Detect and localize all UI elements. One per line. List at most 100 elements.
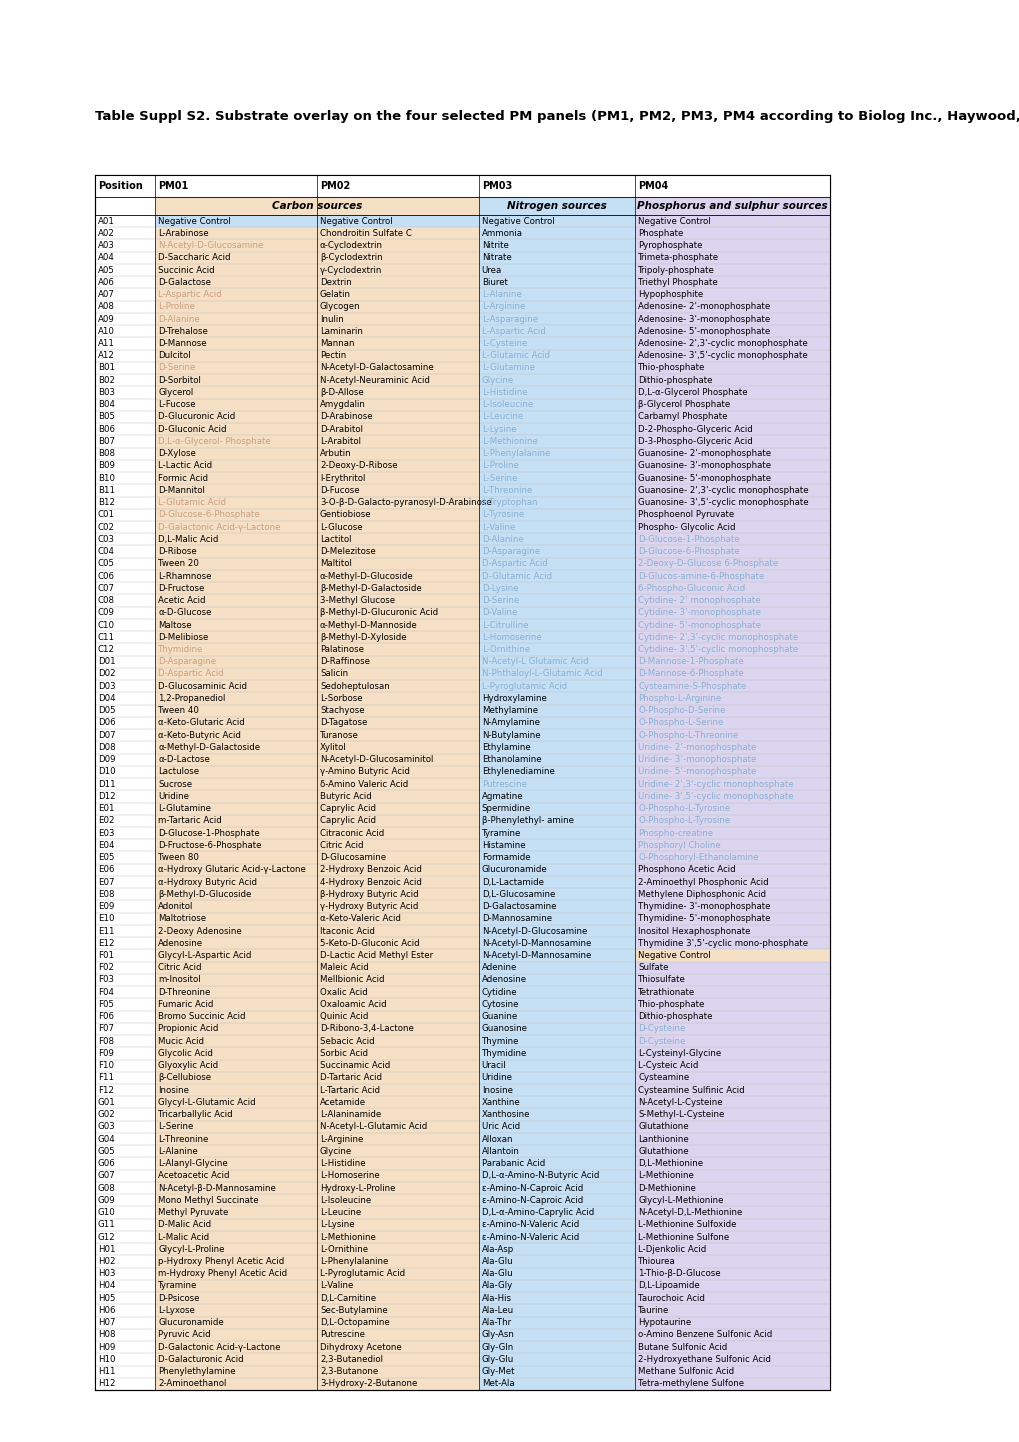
Bar — [635, 998, 829, 1011]
Bar — [478, 288, 635, 301]
Text: G04: G04 — [98, 1135, 115, 1144]
Text: Glycyl-L-Glutamic Acid: Glycyl-L-Glutamic Acid — [158, 1097, 256, 1107]
Text: Succinamic Acid: Succinamic Acid — [320, 1061, 390, 1070]
Text: H05: H05 — [98, 1293, 115, 1302]
Text: Dulcitol: Dulcitol — [158, 352, 191, 360]
Bar — [95, 496, 155, 509]
Text: B08: B08 — [98, 448, 115, 459]
Bar — [478, 779, 635, 790]
Text: β-Methyl-D-Galactoside: β-Methyl-D-Galactoside — [320, 584, 421, 593]
Bar — [155, 411, 317, 423]
Bar — [95, 913, 155, 924]
Bar — [95, 730, 155, 741]
Bar — [155, 301, 317, 313]
Text: β-Glycerol Phosphate: β-Glycerol Phosphate — [638, 401, 730, 410]
Text: D-3-Phospho-Glyceric Acid: D-3-Phospho-Glyceric Acid — [638, 437, 752, 446]
Text: L-Arginine: L-Arginine — [320, 1135, 363, 1144]
Bar — [635, 949, 829, 962]
Text: L-Methionine Sulfoxide: L-Methionine Sulfoxide — [638, 1220, 736, 1229]
Text: α-Methyl-D-Galactoside: α-Methyl-D-Galactoside — [158, 743, 260, 751]
Bar — [635, 973, 829, 986]
Text: A02: A02 — [98, 229, 115, 238]
Bar — [155, 815, 317, 826]
Text: G02: G02 — [98, 1110, 115, 1119]
Bar — [635, 460, 829, 472]
Text: Pyruvic Acid: Pyruvic Acid — [158, 1331, 211, 1340]
Text: Maltotriose: Maltotriose — [158, 914, 206, 923]
Bar — [478, 423, 635, 435]
Text: Triethyl Phosphate: Triethyl Phosphate — [638, 278, 717, 287]
Text: Cytidine- 3’-monophosphate: Cytidine- 3’-monophosphate — [638, 609, 760, 617]
Bar — [317, 1047, 478, 1060]
Text: Parabanic Acid: Parabanic Acid — [481, 1159, 544, 1168]
Text: Mellbionic Acid: Mellbionic Acid — [320, 975, 384, 985]
Bar — [478, 900, 635, 913]
Bar — [317, 937, 478, 949]
Text: m-Inositol: m-Inositol — [158, 975, 201, 985]
Text: Turanose: Turanose — [320, 731, 359, 740]
Bar — [155, 656, 317, 668]
Text: N-Acetyl-D,L-Methionine: N-Acetyl-D,L-Methionine — [638, 1208, 742, 1217]
Text: Ethanolamine: Ethanolamine — [481, 756, 541, 764]
Bar — [317, 1194, 478, 1207]
Bar — [478, 864, 635, 875]
Text: α-Hydroxy Glutaric Acid-γ-Lactone: α-Hydroxy Glutaric Acid-γ-Lactone — [158, 865, 306, 874]
Text: D-Glucuronic Acid: D-Glucuronic Acid — [158, 412, 235, 421]
Text: N-Phthaloyl-L-Glutamic Acid: N-Phthaloyl-L-Glutamic Acid — [481, 669, 601, 679]
Text: E01: E01 — [98, 805, 114, 813]
Bar — [635, 924, 829, 937]
Bar — [478, 386, 635, 398]
Bar — [478, 228, 635, 239]
Bar — [478, 1158, 635, 1169]
Text: L-Alanyl-Glycine: L-Alanyl-Glycine — [158, 1159, 228, 1168]
Bar — [635, 1011, 829, 1022]
Bar — [635, 705, 829, 717]
Bar — [95, 583, 155, 594]
Bar — [95, 1071, 155, 1084]
Bar — [155, 398, 317, 411]
Bar — [635, 1207, 829, 1218]
Bar — [635, 435, 829, 447]
Bar — [95, 288, 155, 301]
Text: D06: D06 — [98, 718, 115, 727]
Bar — [317, 913, 478, 924]
Bar — [635, 583, 829, 594]
Bar — [635, 545, 829, 558]
Bar — [478, 411, 635, 423]
Bar — [635, 619, 829, 632]
Text: L-Lysine: L-Lysine — [481, 425, 516, 434]
Bar — [155, 1353, 317, 1366]
Text: Oxalic Acid: Oxalic Acid — [320, 988, 368, 996]
Bar — [95, 1377, 155, 1390]
Text: D-Alanine: D-Alanine — [481, 535, 523, 544]
Bar — [478, 717, 635, 730]
Text: Guanosine- 3',5'-cyclic monophosphate: Guanosine- 3',5'-cyclic monophosphate — [638, 497, 808, 508]
Bar — [317, 570, 478, 583]
Text: L-Alanine: L-Alanine — [158, 1146, 198, 1156]
Text: Thymidine 3',5'-cyclic mono-phosphate: Thymidine 3',5'-cyclic mono-phosphate — [638, 939, 808, 947]
Bar — [155, 962, 317, 973]
Text: Alloxan: Alloxan — [481, 1135, 513, 1144]
Text: E12: E12 — [98, 939, 114, 947]
Bar — [95, 790, 155, 803]
Text: β-Methyl-D-Xyloside: β-Methyl-D-Xyloside — [320, 633, 407, 642]
Bar — [478, 1243, 635, 1256]
Bar — [317, 583, 478, 594]
Bar — [317, 215, 478, 228]
Bar — [95, 373, 155, 386]
Text: Uridine: Uridine — [481, 1073, 513, 1083]
Bar — [317, 1022, 478, 1035]
Text: G03: G03 — [98, 1122, 115, 1132]
Text: Laminarin: Laminarin — [320, 327, 363, 336]
Text: C03: C03 — [98, 535, 115, 544]
Text: L-Malic Acid: L-Malic Acid — [158, 1233, 209, 1242]
Text: Sucrose: Sucrose — [158, 780, 193, 789]
Text: D-Trehalose: D-Trehalose — [158, 327, 208, 336]
Bar — [635, 1292, 829, 1305]
Bar — [317, 705, 478, 717]
Text: L-Proline: L-Proline — [158, 303, 195, 311]
Bar — [635, 900, 829, 913]
Text: Tripoly-phosphate: Tripoly-phosphate — [638, 265, 714, 274]
Text: Putrescine: Putrescine — [481, 780, 526, 789]
Text: D-Tagatose: D-Tagatose — [320, 718, 367, 727]
